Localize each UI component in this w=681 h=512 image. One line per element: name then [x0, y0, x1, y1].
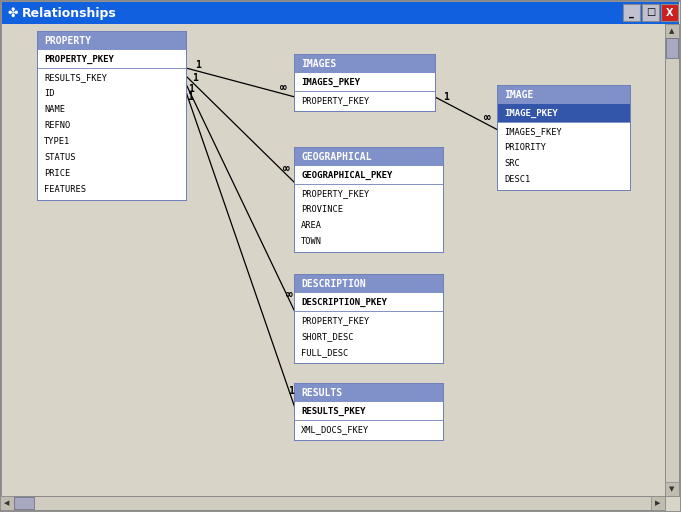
Text: 1: 1 — [288, 386, 294, 396]
FancyBboxPatch shape — [665, 24, 679, 38]
Text: ∞: ∞ — [287, 290, 294, 300]
FancyBboxPatch shape — [294, 54, 436, 112]
Text: PRICE: PRICE — [44, 169, 70, 179]
Text: RESULTS_PKEY: RESULTS_PKEY — [301, 407, 366, 416]
Text: IMAGES: IMAGES — [301, 59, 336, 69]
Text: AREA: AREA — [301, 222, 322, 230]
Text: PROPERTY_FKEY: PROPERTY_FKEY — [301, 96, 369, 105]
FancyBboxPatch shape — [294, 383, 444, 441]
Text: PROVINCE: PROVINCE — [301, 205, 343, 215]
Text: REFNO: REFNO — [44, 121, 70, 131]
Text: ∞: ∞ — [283, 164, 290, 174]
FancyBboxPatch shape — [14, 497, 34, 509]
Text: RESULTS_FKEY: RESULTS_FKEY — [44, 74, 107, 82]
FancyBboxPatch shape — [294, 274, 444, 364]
FancyBboxPatch shape — [642, 4, 659, 21]
Text: IMAGE: IMAGE — [504, 90, 533, 100]
Text: PROPERTY_FKEY: PROPERTY_FKEY — [301, 189, 369, 199]
FancyBboxPatch shape — [665, 24, 679, 496]
Text: ∞: ∞ — [280, 83, 287, 93]
Text: XML_DOCS_FKEY: XML_DOCS_FKEY — [301, 425, 369, 435]
FancyBboxPatch shape — [295, 275, 443, 293]
Text: ▼: ▼ — [669, 486, 675, 492]
Text: Relationships: Relationships — [22, 7, 116, 19]
Text: □: □ — [646, 8, 655, 17]
FancyBboxPatch shape — [2, 2, 679, 24]
Text: DESCRIPTION: DESCRIPTION — [301, 279, 366, 289]
Text: DESC1: DESC1 — [504, 176, 530, 184]
Text: 1: 1 — [443, 92, 449, 101]
Text: IMAGES_FKEY: IMAGES_FKEY — [504, 127, 562, 137]
FancyBboxPatch shape — [623, 4, 640, 21]
Text: FEATURES: FEATURES — [44, 185, 86, 195]
Text: X: X — [666, 8, 674, 17]
Text: _: _ — [629, 8, 634, 17]
FancyBboxPatch shape — [295, 293, 443, 363]
Text: ▲: ▲ — [669, 28, 675, 34]
FancyBboxPatch shape — [498, 104, 630, 190]
Text: ID: ID — [44, 90, 54, 98]
Text: NAME: NAME — [44, 105, 65, 115]
Text: 1: 1 — [188, 84, 194, 94]
FancyBboxPatch shape — [295, 166, 443, 252]
Text: ✤: ✤ — [8, 7, 18, 19]
Text: PROPERTY_FKEY: PROPERTY_FKEY — [301, 316, 369, 326]
Text: TOWN: TOWN — [301, 238, 322, 246]
Text: SRC: SRC — [504, 160, 520, 168]
Text: IMAGE_PKEY: IMAGE_PKEY — [504, 109, 558, 118]
Text: GEOGRAPHICAL: GEOGRAPHICAL — [301, 152, 372, 162]
FancyBboxPatch shape — [295, 148, 443, 166]
Text: PRIORITY: PRIORITY — [504, 143, 546, 153]
Text: TYPE1: TYPE1 — [44, 138, 70, 146]
Text: ▶: ▶ — [655, 500, 661, 506]
Text: PROPERTY_PKEY: PROPERTY_PKEY — [44, 54, 114, 63]
Text: DESCRIPTION_PKEY: DESCRIPTION_PKEY — [301, 297, 387, 307]
FancyBboxPatch shape — [498, 86, 630, 104]
FancyBboxPatch shape — [295, 73, 435, 111]
Text: 1: 1 — [187, 92, 193, 102]
Text: GEOGRAPHICAL_PKEY: GEOGRAPHICAL_PKEY — [301, 170, 392, 180]
Text: ◀: ◀ — [4, 500, 10, 506]
FancyBboxPatch shape — [295, 402, 443, 440]
FancyBboxPatch shape — [0, 496, 665, 510]
Text: SHORT_DESC: SHORT_DESC — [301, 332, 353, 342]
FancyBboxPatch shape — [498, 104, 630, 122]
FancyBboxPatch shape — [295, 384, 443, 402]
Text: ∞: ∞ — [484, 114, 491, 123]
FancyBboxPatch shape — [38, 32, 186, 50]
Text: PROPERTY: PROPERTY — [44, 36, 91, 46]
Text: 1: 1 — [191, 73, 197, 83]
FancyBboxPatch shape — [38, 50, 186, 200]
FancyBboxPatch shape — [0, 496, 14, 510]
FancyBboxPatch shape — [295, 55, 435, 73]
Text: 1: 1 — [195, 60, 200, 70]
FancyBboxPatch shape — [665, 482, 679, 496]
Text: STATUS: STATUS — [44, 154, 76, 162]
FancyBboxPatch shape — [37, 31, 187, 201]
FancyBboxPatch shape — [666, 38, 678, 58]
FancyBboxPatch shape — [651, 496, 665, 510]
FancyBboxPatch shape — [497, 85, 631, 191]
FancyBboxPatch shape — [661, 4, 678, 21]
FancyBboxPatch shape — [294, 147, 444, 253]
Text: IMAGES_PKEY: IMAGES_PKEY — [301, 77, 360, 87]
Text: FULL_DESC: FULL_DESC — [301, 349, 348, 357]
Text: RESULTS: RESULTS — [301, 388, 342, 398]
